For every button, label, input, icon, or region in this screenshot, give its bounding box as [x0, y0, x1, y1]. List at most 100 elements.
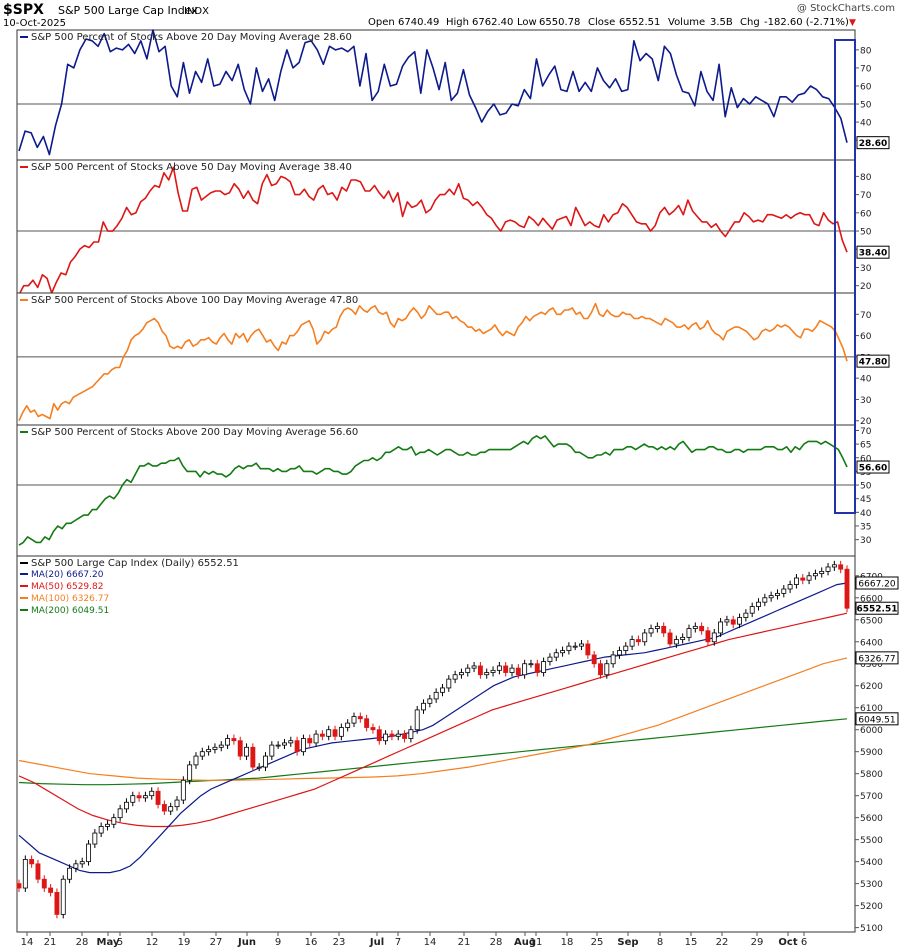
candle	[547, 656, 553, 662]
x-tick-label: 9	[275, 937, 281, 948]
x-tick-label: Jul	[369, 937, 384, 948]
y-tick-label: 60	[860, 454, 872, 464]
volume-value: 3.5B	[710, 17, 733, 28]
y-tick-label: 50	[860, 228, 872, 238]
price-tag-box	[855, 576, 899, 590]
candle	[332, 729, 338, 737]
candle	[623, 645, 629, 651]
price-tag-label: 6326.77	[858, 654, 895, 664]
candle	[730, 619, 736, 625]
price-tag-box	[855, 601, 899, 615]
y-tick-label: 50	[860, 482, 872, 492]
y-tick-label: 5700	[860, 792, 883, 802]
last-value-box	[856, 354, 890, 368]
candle	[35, 863, 41, 880]
x-tick-label: 5	[117, 937, 123, 948]
y-tick-label: 30	[860, 264, 872, 274]
ma100-line	[18, 657, 848, 781]
candle	[831, 564, 837, 568]
candle	[79, 861, 85, 865]
candle	[427, 698, 433, 704]
y-tick-label: 30	[860, 536, 872, 546]
highlight-box	[834, 39, 856, 514]
candle	[490, 669, 496, 673]
candle	[819, 570, 825, 574]
candle	[465, 667, 471, 673]
x-tick-label: 21	[458, 937, 471, 948]
ma-legend-label: MA(100) 6326.77	[31, 594, 109, 604]
x-tick-label: 16	[305, 937, 318, 948]
candle	[414, 709, 420, 731]
candle	[338, 727, 344, 737]
last-value-box	[856, 245, 890, 259]
ma-legend-label: MA(200) 6049.51	[31, 606, 109, 616]
candle	[711, 632, 717, 643]
y-tick-label: 40	[860, 509, 872, 519]
candle	[383, 733, 389, 742]
volume-label: Volume	[668, 17, 705, 28]
high-label: High	[446, 17, 469, 28]
y-tick-label: 70	[860, 64, 872, 74]
panel-title: S&P 500 Percent of Stocks Above 200 Day …	[31, 427, 358, 438]
candle	[667, 632, 673, 645]
candle	[806, 575, 812, 581]
candle	[326, 729, 332, 737]
candle	[319, 733, 325, 737]
candle	[579, 643, 584, 647]
candle	[781, 588, 787, 594]
candle	[503, 665, 509, 673]
candle	[357, 716, 363, 720]
candle	[617, 650, 622, 656]
x-tick-label: 11	[530, 937, 543, 948]
candle	[566, 645, 572, 651]
candle	[686, 628, 692, 638]
candle	[288, 740, 294, 744]
panel-frame	[16, 29, 856, 161]
y-tick-label: 40	[860, 375, 872, 385]
candle	[98, 826, 104, 834]
candle	[560, 650, 566, 654]
panel-p200: 303540455055606570S&P 500 Percent of Sto…	[16, 424, 890, 557]
y-tick-label: 20	[860, 417, 872, 427]
candle	[484, 672, 490, 676]
candle	[275, 744, 281, 747]
candle	[421, 702, 426, 711]
candle	[629, 639, 635, 647]
y-tick-label: 5300	[860, 880, 883, 890]
y-tick-label: 45	[860, 495, 871, 505]
candle	[812, 573, 818, 577]
y-tick-label: 5600	[860, 814, 883, 824]
ohlc-readout: Open 6740.49 High 6762.40 Low 6550.78 Cl…	[368, 17, 856, 28]
x-tick-label: 8	[657, 937, 663, 948]
last-value-box	[856, 460, 890, 474]
y-tick-label: 5800	[860, 770, 883, 780]
candle	[136, 795, 142, 799]
x-tick-label: 28	[76, 937, 89, 948]
candle	[408, 729, 414, 739]
panel-p100: 203040506070S&P 500 Percent of Stocks Ab…	[16, 292, 890, 427]
candle	[174, 799, 180, 808]
y-tick-label: 60	[860, 209, 872, 219]
y-tick-label: 6500	[860, 616, 883, 626]
x-tick-label: 21	[44, 937, 57, 948]
candle	[598, 663, 603, 676]
candle	[541, 661, 547, 673]
candle	[509, 667, 515, 673]
chg-down-icon: ▼	[849, 18, 856, 28]
open-value: 6740.49	[398, 17, 439, 28]
y-tick-label: 60	[860, 82, 872, 92]
y-tick-label: 6200	[860, 682, 883, 692]
x-tick-label: 15	[685, 937, 698, 948]
candle	[440, 687, 445, 693]
series-line-p200	[18, 435, 848, 546]
candle	[793, 577, 799, 585]
symbol-label[interactable]: $SPX	[3, 2, 44, 18]
y-tick-label: 70	[860, 311, 872, 321]
candle	[585, 643, 591, 656]
candle	[313, 733, 319, 744]
x-tick-label: 25	[591, 937, 604, 948]
candle	[168, 806, 174, 812]
candle	[22, 859, 28, 889]
